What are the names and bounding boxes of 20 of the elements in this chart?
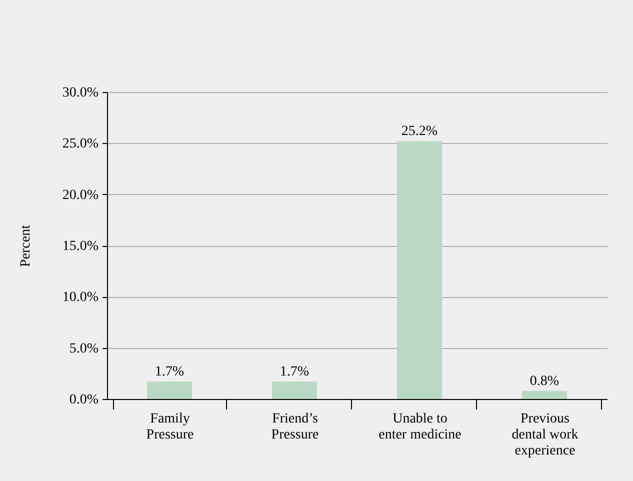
x-tick-label: Family Pressure [146,412,194,442]
bar [397,141,442,399]
x-tick-label: Previous dental work experience [512,412,578,458]
x-tick-label: Friend’s Pressure [271,412,319,442]
y-tick-label: 5.0% [69,341,99,356]
x-tick-label: Unable to enter medicine [378,412,462,442]
y-tick-label: 0.0% [69,392,99,408]
data-label: 1.7% [154,364,184,380]
y-tick-label: 15.0% [62,239,99,254]
bar [272,382,317,399]
data-label: 1.7% [280,364,310,380]
bar [522,390,567,399]
y-tick-label: 30.0% [62,86,99,100]
data-label: 0.8% [530,374,560,389]
bar [147,382,192,399]
y-tick-label: 10.0% [62,290,99,306]
y-axis-title: Percent [18,224,34,267]
y-tick-label: 20.0% [62,188,99,203]
y-tick-label: 25.0% [62,136,99,152]
data-label: 25.2% [401,124,438,140]
